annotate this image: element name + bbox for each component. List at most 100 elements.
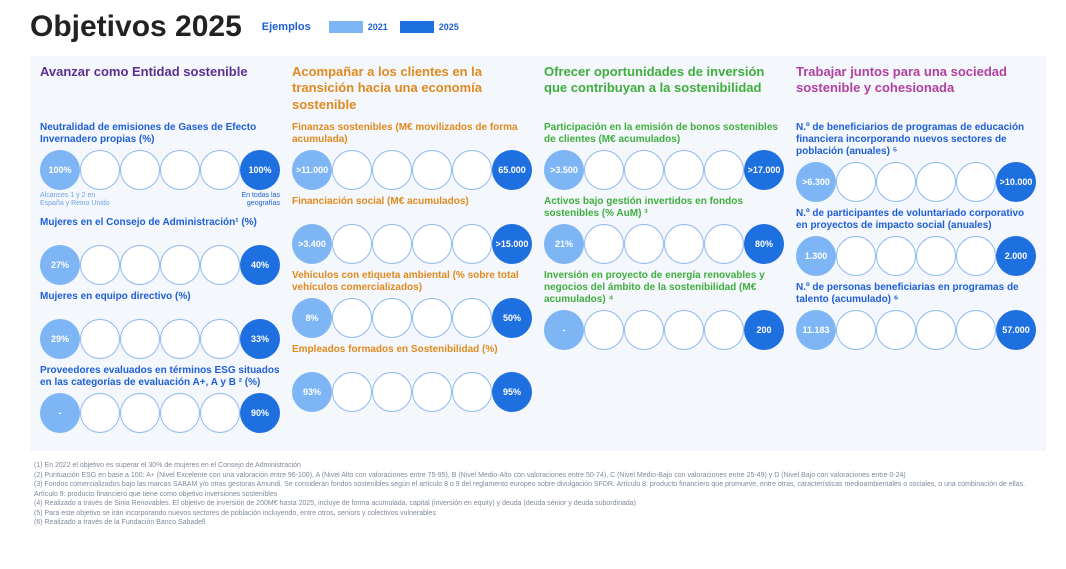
empty-circle bbox=[200, 393, 240, 433]
metric: Mujeres en el Consejo de Administración¹… bbox=[40, 217, 280, 285]
end-value-circle: 80% bbox=[744, 224, 784, 264]
metric-label: Financiación social (M€ acumulados) bbox=[292, 196, 532, 220]
empty-circle bbox=[120, 393, 160, 433]
column-header: Ofrecer oportunidades de inversión que c… bbox=[544, 64, 784, 114]
circle-row: -90% bbox=[40, 393, 280, 433]
empty-circle bbox=[200, 319, 240, 359]
legend: Ejemplos 2021 2025 bbox=[262, 21, 459, 33]
empty-circle bbox=[452, 224, 492, 264]
empty-circle bbox=[160, 245, 200, 285]
empty-circle bbox=[956, 310, 996, 350]
empty-circle bbox=[916, 162, 956, 202]
circle-row: >3.500 >17.000 bbox=[544, 150, 784, 190]
metric-label: Finanzas sostenibles (M€ movilizados de … bbox=[292, 122, 532, 146]
empty-circle bbox=[704, 224, 744, 264]
circle-row: >3.400>15.000 bbox=[292, 224, 532, 264]
circle-row: -200 bbox=[544, 310, 784, 350]
legend-year-2021: 2021 bbox=[368, 22, 388, 32]
empty-circle bbox=[836, 162, 876, 202]
empty-circle bbox=[200, 245, 240, 285]
start-value-circle: 29% bbox=[40, 319, 80, 359]
circle-row: 1.3002.000 bbox=[796, 236, 1036, 276]
metric-label: Proveedores evaluados en términos ESG si… bbox=[40, 365, 280, 389]
empty-circle bbox=[120, 319, 160, 359]
column-1: Acompañar a los clientes en la transició… bbox=[292, 64, 532, 439]
metric: Mujeres en equipo directivo (%) 29%33% bbox=[40, 291, 280, 359]
metric: Participación en la emisión de bonos sos… bbox=[544, 122, 784, 190]
empty-circle bbox=[876, 162, 916, 202]
empty-circle bbox=[956, 236, 996, 276]
footnote-line: (2) Puntuación ESG en base a 100: A+ (Ni… bbox=[34, 471, 1046, 480]
circle-row: 8%50% bbox=[292, 298, 532, 338]
empty-circle bbox=[332, 150, 372, 190]
empty-circle bbox=[624, 150, 664, 190]
circle-row: 93% 95% bbox=[292, 372, 532, 412]
empty-circle bbox=[584, 224, 624, 264]
swatch-2025 bbox=[400, 21, 434, 33]
circle-row: 11.18357.000 bbox=[796, 310, 1036, 350]
column-header: Avanzar como Entidad sostenible bbox=[40, 64, 280, 114]
empty-circle bbox=[876, 236, 916, 276]
swatch-2021 bbox=[329, 21, 363, 33]
empty-circle bbox=[664, 224, 704, 264]
empty-circle bbox=[916, 236, 956, 276]
column-3: Trabajar juntos para una sociedad sosten… bbox=[796, 64, 1036, 439]
end-value-circle: 50% bbox=[492, 298, 532, 338]
metric: Finanzas sostenibles (M€ movilizados de … bbox=[292, 122, 532, 190]
empty-circle bbox=[332, 298, 372, 338]
empty-circle bbox=[332, 224, 372, 264]
footnote-line: (1) En 2022 el objetivo es superar el 30… bbox=[34, 461, 1046, 470]
empty-circle bbox=[452, 298, 492, 338]
end-value-circle: 65.000 bbox=[492, 150, 532, 190]
start-value-circle: >3.500 bbox=[544, 150, 584, 190]
legend-label: Ejemplos bbox=[262, 21, 311, 33]
metric: Financiación social (M€ acumulados) >3.40… bbox=[292, 196, 532, 264]
metric-label: Inversión en proyecto de energía renovab… bbox=[544, 270, 784, 306]
empty-circle bbox=[200, 150, 240, 190]
legend-item-2021: 2021 bbox=[329, 21, 388, 33]
end-value-circle: >15.000 bbox=[492, 224, 532, 264]
caption-left: Alcances 1 y 2 en España y Reino Unido bbox=[40, 192, 110, 207]
metric: Inversión en proyecto de energía renovab… bbox=[544, 270, 784, 350]
metric: N.º de personas beneficiarias en program… bbox=[796, 282, 1036, 350]
caption-row: Alcances 1 y 2 en España y Reino UnidoEn… bbox=[40, 192, 280, 207]
end-value-circle: >10.000 bbox=[996, 162, 1036, 202]
start-value-circle: 11.183 bbox=[796, 310, 836, 350]
empty-circle bbox=[332, 372, 372, 412]
empty-circle bbox=[876, 310, 916, 350]
empty-circle bbox=[412, 298, 452, 338]
empty-circle bbox=[160, 150, 200, 190]
metric: Activos bajo gestión invertidos en fondo… bbox=[544, 196, 784, 264]
metric-label: Mujeres en equipo directivo (%) bbox=[40, 291, 280, 315]
start-value-circle: 27% bbox=[40, 245, 80, 285]
metric: Neutralidad de emisiones de Gases de Efe… bbox=[40, 122, 280, 211]
empty-circle bbox=[80, 245, 120, 285]
end-value-circle: 2.000 bbox=[996, 236, 1036, 276]
empty-circle bbox=[372, 150, 412, 190]
circle-row: >11.00065.000 bbox=[292, 150, 532, 190]
circle-row: 29%33% bbox=[40, 319, 280, 359]
start-value-circle: 93% bbox=[292, 372, 332, 412]
circle-row: 27%40% bbox=[40, 245, 280, 285]
empty-circle bbox=[704, 310, 744, 350]
start-value-circle: 100% bbox=[40, 150, 80, 190]
page-title: Objetivos 2025 bbox=[30, 10, 242, 44]
empty-circle bbox=[372, 372, 412, 412]
empty-circle bbox=[624, 224, 664, 264]
empty-circle bbox=[80, 393, 120, 433]
end-value-circle: 95% bbox=[492, 372, 532, 412]
empty-circle bbox=[412, 150, 452, 190]
circle-row: 100%100% bbox=[40, 150, 280, 190]
empty-circle bbox=[704, 150, 744, 190]
start-value-circle: >6.300 bbox=[796, 162, 836, 202]
empty-circle bbox=[80, 150, 120, 190]
empty-circle bbox=[664, 150, 704, 190]
end-value-circle: >17.000 bbox=[744, 150, 784, 190]
metric-label: Activos bajo gestión invertidos en fondo… bbox=[544, 196, 784, 220]
empty-circle bbox=[80, 319, 120, 359]
empty-circle bbox=[160, 393, 200, 433]
metric: Vehículos con etiqueta ambiental (% sobr… bbox=[292, 270, 532, 338]
start-value-circle: - bbox=[40, 393, 80, 433]
metric-label: Participación en la emisión de bonos sos… bbox=[544, 122, 784, 146]
empty-circle bbox=[584, 310, 624, 350]
